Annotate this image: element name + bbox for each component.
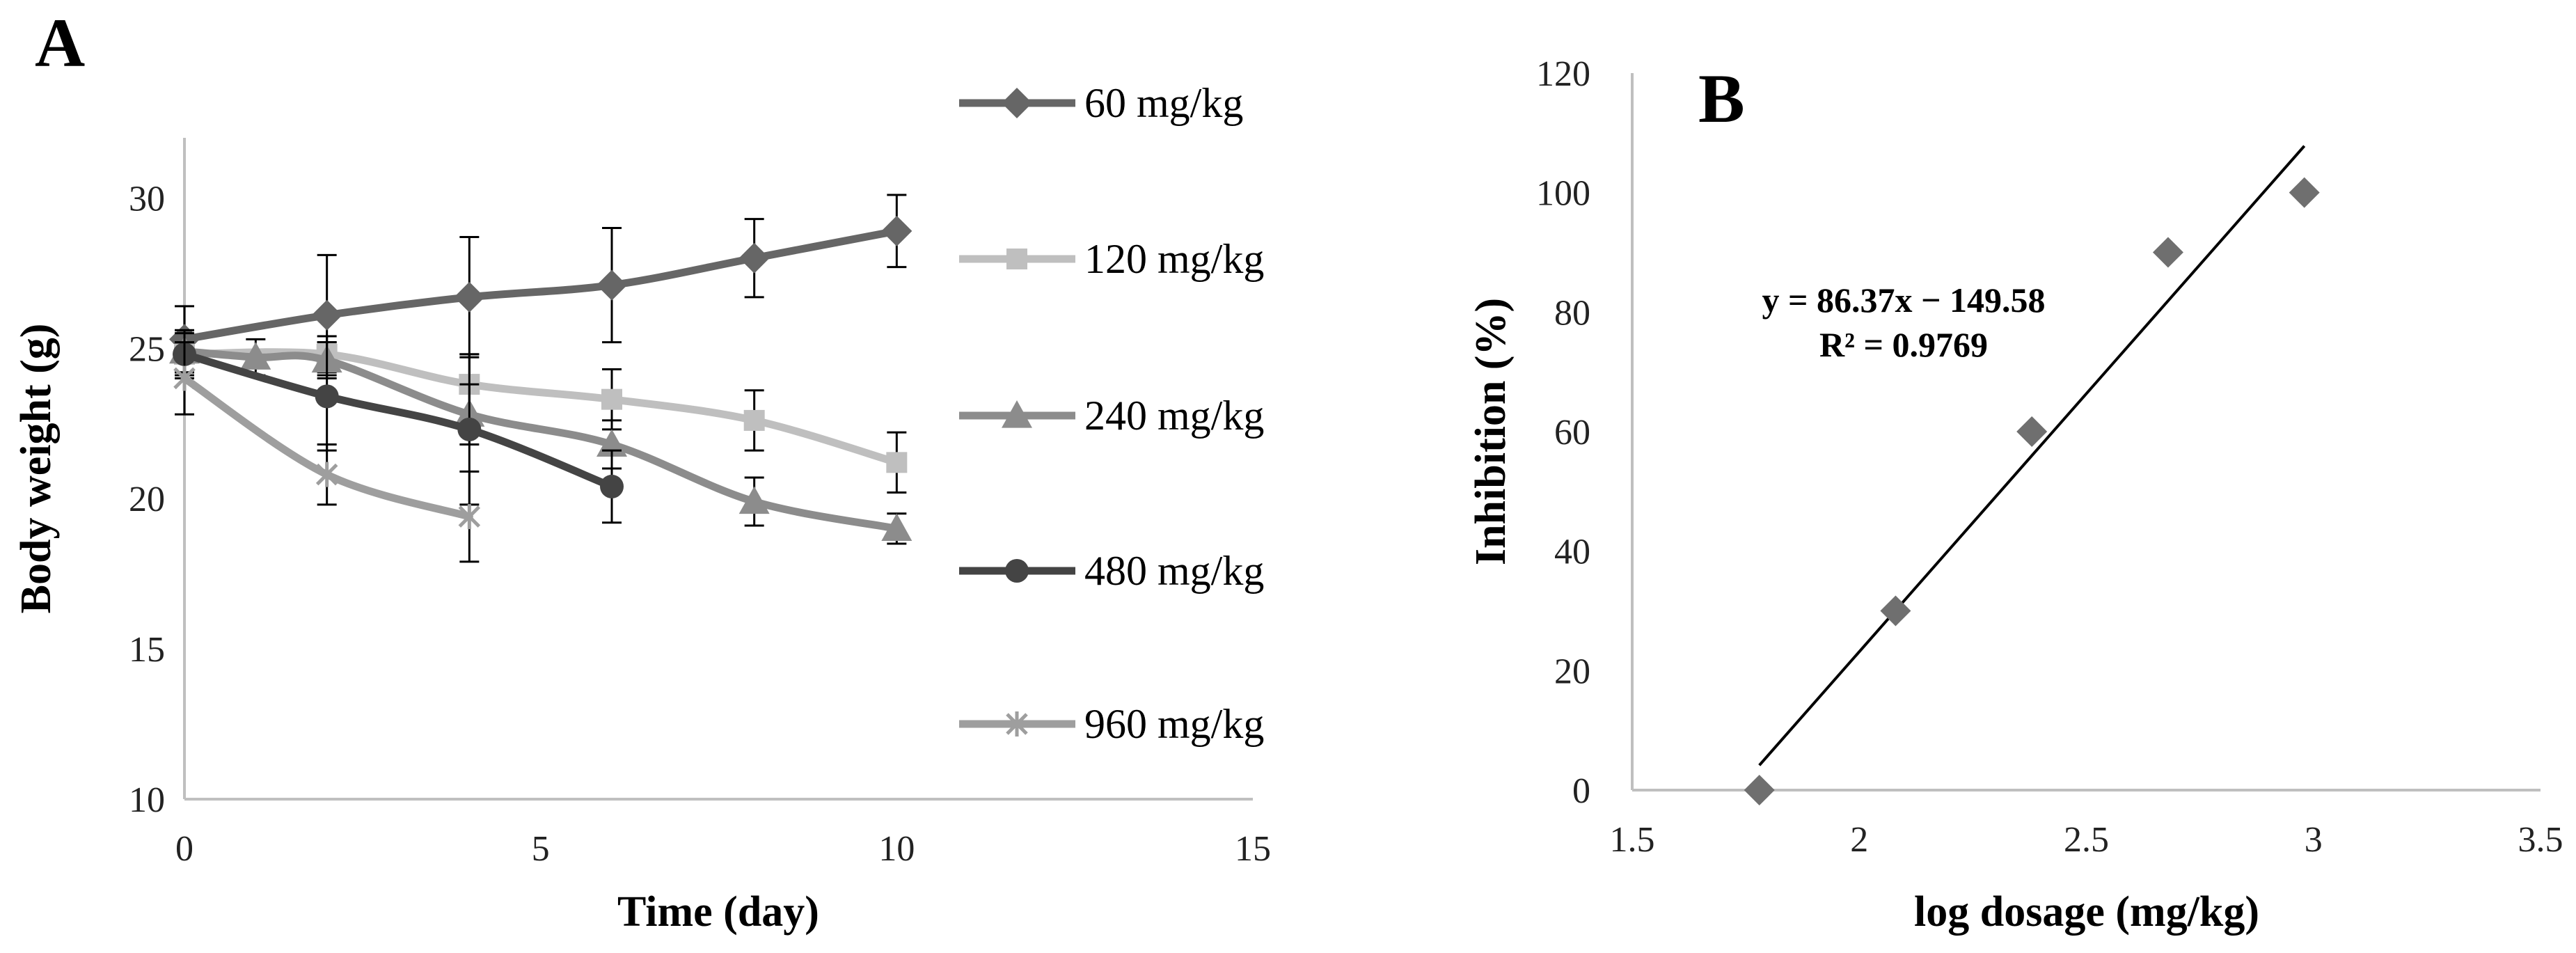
chart-a-series-4 — [173, 341, 481, 563]
chart-b-y-tick: 20 — [1554, 652, 1590, 691]
data-point — [601, 388, 622, 410]
chart-a-y-axis-label: Body weight (g) — [13, 324, 60, 614]
chart-b-y-tick: 80 — [1554, 293, 1590, 333]
trendline — [1758, 145, 2306, 766]
chart-a-y-tick: 25 — [129, 329, 165, 369]
chart-a-x-tick: 0 — [175, 829, 193, 869]
chart-a-y-tick: 20 — [129, 480, 165, 519]
chart-a-series-2 — [169, 329, 912, 545]
data-point — [881, 513, 912, 541]
legend-label: 120 mg/kg — [1084, 236, 1264, 282]
chart-a-x-tick: 5 — [532, 829, 550, 869]
chart-b-trend-equation: y = 86.37x − 149.58 — [1762, 281, 2046, 320]
data-point — [315, 462, 338, 487]
data-point — [596, 269, 627, 301]
legend-marker — [1006, 711, 1028, 737]
data-point — [457, 417, 482, 441]
data-point — [743, 409, 765, 431]
data-point — [458, 504, 481, 530]
panel-b-label: B — [1698, 60, 1745, 137]
chart-a-x-tick-labels: 0 5 10 15 — [175, 829, 1271, 869]
data-point — [1744, 775, 1775, 805]
data-point — [886, 452, 908, 473]
chart-b-y-tick: 40 — [1554, 533, 1590, 572]
legend-label: 240 mg/kg — [1084, 393, 1264, 439]
chart-a: A 10 15 20 25 30 0 5 10 15 Time (day) Body weig… — [13, 4, 1271, 936]
data-point — [2152, 237, 2183, 268]
chart-a-y-tick-labels: 10 15 20 25 30 — [129, 179, 165, 820]
series-line — [180, 347, 901, 533]
chart-b-x-axis-label: log dosage (mg/kg) — [1914, 888, 2259, 936]
chart-a-x-tick: 10 — [878, 829, 915, 869]
legend-marker — [1002, 400, 1032, 428]
series-line — [180, 348, 901, 466]
data-point — [881, 215, 912, 246]
chart-b: B 0 20 40 60 80 100 120 1.5 2 2.5 3 3.5 log dosage… — [1467, 54, 2563, 936]
data-point — [2289, 177, 2320, 208]
chart-a-y-tick: 15 — [129, 630, 165, 670]
chart-a-plot-area — [169, 194, 912, 563]
data-point — [2016, 416, 2048, 447]
data-point — [240, 342, 271, 370]
legend-label: 960 mg/kg — [1084, 701, 1264, 747]
legend-marker — [1005, 559, 1029, 583]
chart-a-series-3 — [173, 332, 624, 524]
chart-b-x-tick: 3 — [2305, 820, 2323, 860]
chart-b-y-tick: 120 — [1536, 54, 1590, 94]
series-line — [180, 350, 616, 491]
chart-a-x-axis-label: Time (day) — [617, 888, 819, 936]
chart-b-x-tick: 3.5 — [2518, 820, 2563, 860]
data-point — [600, 474, 624, 498]
data-point — [738, 242, 770, 274]
chart-b-y-tick-labels: 0 20 40 60 80 100 120 — [1536, 54, 1590, 811]
data-point — [1880, 595, 1911, 627]
chart-b-y-tick: 100 — [1536, 174, 1590, 214]
legend-marker — [1006, 249, 1027, 269]
chart-a-series-0 — [169, 194, 912, 377]
chart-b-x-tick: 2 — [1850, 820, 1868, 860]
chart-b-y-tick: 60 — [1554, 413, 1590, 452]
legend-label: 60 mg/kg — [1084, 80, 1243, 126]
chart-b-x-tick: 2.5 — [2064, 820, 2109, 860]
chart-b-y-tick: 0 — [1572, 771, 1590, 811]
panel-a-label: A — [35, 4, 85, 81]
chart-a-y-tick: 10 — [129, 780, 165, 820]
chart-b-y-axis-label: Inhibition (%) — [1467, 298, 1515, 565]
chart-b-x-tick: 1.5 — [1610, 820, 1655, 860]
legend-marker — [1002, 88, 1032, 118]
data-point — [315, 384, 339, 409]
legend-label: 480 mg/kg — [1084, 548, 1264, 594]
data-point — [738, 486, 770, 514]
data-point — [454, 281, 485, 313]
chart-b-r-squared: R² = 0.9769 — [1819, 325, 1988, 364]
data-point — [173, 365, 196, 391]
chart-b-plot-area — [1744, 145, 2320, 805]
chart-a-legend: 60 mg/kg 120 mg/kg 240 mg/kg 480 mg/kg 960 m… — [959, 80, 1264, 747]
chart-a-y-tick: 30 — [129, 179, 165, 219]
data-point — [311, 299, 342, 331]
series-line — [180, 227, 901, 343]
chart-a-x-tick: 15 — [1235, 829, 1271, 869]
chart-b-x-tick-labels: 1.5 2 2.5 3 3.5 — [1610, 820, 2563, 860]
